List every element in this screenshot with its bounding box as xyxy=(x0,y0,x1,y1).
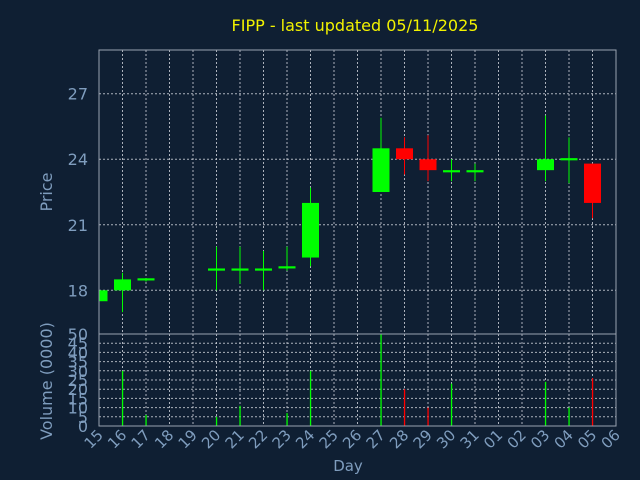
day-tick-label: 21 xyxy=(222,426,248,452)
candle-body xyxy=(278,266,296,269)
day-x-axis: 1516171819202122232425262728293031010203… xyxy=(81,426,624,452)
candle-body xyxy=(208,268,225,271)
day-tick-label: 18 xyxy=(151,426,177,452)
candle-body xyxy=(302,202,319,258)
volume-tick-label: 15 xyxy=(68,389,88,408)
volume-tick-label: 50 xyxy=(68,325,88,344)
candle-body xyxy=(584,163,601,203)
volume-bar xyxy=(591,378,594,426)
volume-axis-title: Volume (0000) xyxy=(37,322,56,440)
price-tick-label: 27 xyxy=(68,85,88,104)
volume-tick-label: 25 xyxy=(68,371,88,390)
day-tick-label: 22 xyxy=(245,426,271,452)
volume-bar xyxy=(544,381,547,426)
volume-bar xyxy=(215,416,218,426)
candle-body xyxy=(419,159,437,171)
candle-body xyxy=(443,170,460,173)
volume-bar xyxy=(403,389,406,426)
candles-layer xyxy=(98,115,601,313)
day-tick-label: 02 xyxy=(504,426,530,452)
day-tick-label: 25 xyxy=(316,426,342,452)
price-axis-title: Price xyxy=(37,172,56,211)
candle-body xyxy=(466,170,484,173)
volume-tick-label: 5 xyxy=(78,408,88,427)
day-tick-label: 16 xyxy=(104,426,130,452)
volume-bar xyxy=(145,414,147,426)
candle-body xyxy=(114,279,131,291)
volume-tick-label: 0 xyxy=(78,417,88,436)
volume-tick-label: 20 xyxy=(68,380,88,399)
candle-body xyxy=(396,148,413,160)
day-tick-label: 28 xyxy=(386,426,412,452)
price-tick-label: 24 xyxy=(68,150,88,169)
volume-bar xyxy=(427,407,429,426)
price-grid xyxy=(98,50,617,334)
day-tick-label: 24 xyxy=(292,426,318,452)
volume-tick-label: 45 xyxy=(68,334,88,353)
candle-body xyxy=(537,159,554,171)
volume-tick-label: 40 xyxy=(68,343,88,362)
day-tick-label: 31 xyxy=(457,426,483,452)
volume-bar xyxy=(121,370,124,426)
day-tick-label: 23 xyxy=(269,426,295,452)
volume-bar xyxy=(450,383,453,426)
day-tick-label: 04 xyxy=(551,426,577,452)
candle-body xyxy=(231,268,249,271)
candle-body xyxy=(255,268,272,271)
price-tick-label: 21 xyxy=(68,216,88,235)
day-tick-label: 26 xyxy=(339,426,365,452)
volume-bar xyxy=(309,370,312,426)
day-tick-label: 03 xyxy=(527,426,553,452)
volume-tick-label: 35 xyxy=(68,353,88,372)
day-tick-label: 27 xyxy=(363,426,389,452)
candle-body xyxy=(99,290,108,302)
volume-grid xyxy=(98,333,617,427)
day-tick-label: 01 xyxy=(480,426,506,452)
day-tick-label: 30 xyxy=(433,426,459,452)
price-tick-label: 18 xyxy=(68,281,88,300)
candle-body xyxy=(560,158,578,161)
volume-tick-label: 10 xyxy=(68,399,88,418)
day-tick-label: 29 xyxy=(410,426,436,452)
volume-bar xyxy=(568,407,570,426)
volume-plot-frame xyxy=(98,333,617,427)
candle-body xyxy=(137,278,155,281)
day-tick-label: 06 xyxy=(598,426,624,452)
chart-title: FIPP - last updated 05/11/2025 xyxy=(232,16,479,35)
price-y-axis: 18 21 24 27 xyxy=(68,85,88,301)
volume-bar xyxy=(380,334,382,426)
volume-bar xyxy=(239,405,241,426)
day-tick-label: 20 xyxy=(198,426,224,452)
day-tick-label: 17 xyxy=(128,426,154,452)
day-tick-label: 19 xyxy=(175,426,201,452)
x-axis-title: Day xyxy=(333,457,363,475)
candle-body xyxy=(372,148,390,192)
volume-tick-label: 30 xyxy=(68,362,88,381)
day-tick-label: 05 xyxy=(574,426,600,452)
volume-bars-layer xyxy=(121,334,594,426)
volume-bar xyxy=(286,413,288,426)
